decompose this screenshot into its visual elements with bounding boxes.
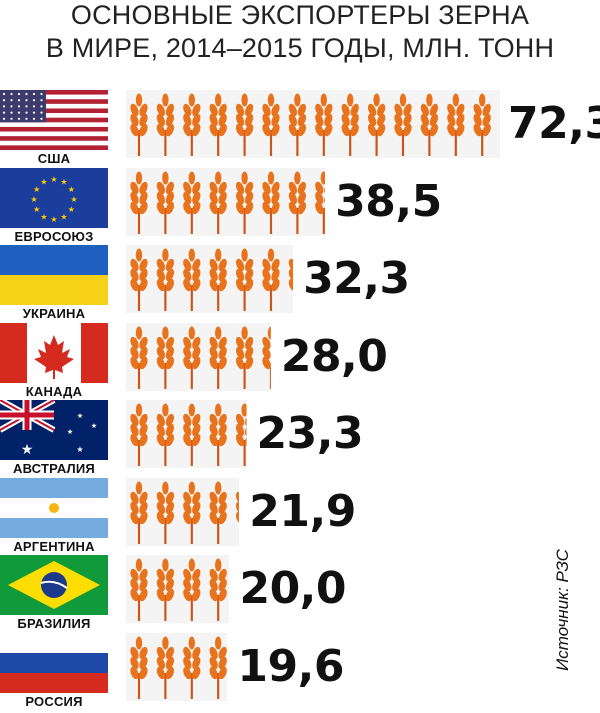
bar <box>126 245 294 313</box>
chart-title: ОСНОВНЫЕ ЭКСПОРТЕРЫ ЗЕРНА В МИРЕ, 2014–2… <box>0 0 600 65</box>
svg-text:★: ★ <box>33 205 40 214</box>
wheat-ear-icon <box>130 558 227 621</box>
svg-text:★: ★ <box>67 428 73 436</box>
flag-australia-icon: ★ ★ ★ ★ ★ <box>0 400 108 460</box>
svg-text:★: ★ <box>68 205 75 214</box>
bar <box>126 400 247 468</box>
wheat-ear-icon <box>130 636 227 699</box>
value-label: 72,3 <box>508 98 600 149</box>
svg-text:★: ★ <box>91 422 97 430</box>
svg-text:★: ★ <box>76 445 83 454</box>
svg-text:★: ★ <box>70 195 77 204</box>
value-label: 32,3 <box>303 253 410 304</box>
flag-brazil-icon <box>0 555 108 615</box>
svg-text:★: ★ <box>30 195 37 204</box>
svg-text:★: ★ <box>50 175 57 184</box>
bar <box>126 322 271 391</box>
value-label: 23,3 <box>256 408 364 459</box>
wheat-ear-icon <box>130 93 500 156</box>
category-label: КАНАДА <box>25 383 83 399</box>
wheat-ear-icon <box>130 403 247 466</box>
category-label: ЕВРОСОЮЗ <box>14 228 94 244</box>
svg-text:★: ★ <box>40 212 47 221</box>
bar <box>126 90 500 158</box>
value-label: 20,0 <box>239 563 347 614</box>
bar-row: БРАЗИЛИЯ 20,0 <box>0 555 600 635</box>
value-label: 28,0 <box>280 330 388 382</box>
bar-row: УКРАИНА 32,3 <box>0 245 600 325</box>
value-label: 19,6 <box>237 640 344 692</box>
bar <box>126 632 228 701</box>
svg-text:★: ★ <box>60 177 67 186</box>
flag-canada-icon <box>0 322 108 383</box>
wheat-ear-icon <box>130 326 271 389</box>
category-label: БРАЗИЛИЯ <box>17 616 91 631</box>
flag-argentina-icon <box>0 477 108 538</box>
source-note: Источник: РЗС <box>553 549 572 671</box>
svg-text:★: ★ <box>21 442 34 458</box>
bar-row: ★ ★ ★ ★ ★ АВСТРАЛИЯ 23,3 <box>0 400 600 480</box>
bar <box>126 555 230 623</box>
value-label: 38,5 <box>335 175 442 227</box>
flag-ukraine-icon <box>0 245 108 305</box>
wheat-ear-icon <box>130 481 240 544</box>
svg-text:★: ★ <box>40 177 47 186</box>
svg-text:★: ★ <box>33 185 40 194</box>
flag-usa-icon <box>0 90 108 150</box>
svg-text:★: ★ <box>50 215 57 224</box>
title-line-1: ОСНОВНЫЕ ЭКСПОРТЕРЫ ЗЕРНА <box>70 0 530 30</box>
flag-eu-icon: ★ ★ ★ ★ ★ ★ ★ ★ ★ ★ ★ ★ <box>0 167 108 228</box>
category-label: АВСТРАЛИЯ <box>13 461 95 476</box>
bar-row: ★ ★ ★ ★ ★ ★ ★ ★ ★ ★ ★ ★ ЕВРОСОЮЗ 38,5 <box>0 167 600 248</box>
title-line-2: В МИРЕ, 2014–2015 ГОДЫ, МЛН. ТОНН <box>45 33 555 63</box>
bar-row: РОССИЯ 19,6 <box>0 632 600 713</box>
bar <box>126 167 326 236</box>
bar-row: АРГЕНТИНА 21,9 <box>0 477 600 558</box>
value-label: 21,9 <box>249 485 356 537</box>
wheat-ear-icon <box>130 171 326 234</box>
svg-text:★: ★ <box>68 185 75 194</box>
wheat-ear-icon <box>130 248 294 311</box>
bar-row: США 72,3 <box>0 90 600 170</box>
category-label: США <box>37 151 71 166</box>
flag-russia-icon <box>0 632 108 693</box>
bar-row: КАНАДА 28,0 <box>0 322 600 403</box>
svg-text:★: ★ <box>60 212 67 221</box>
category-label: АРГЕНТИНА <box>13 538 95 554</box>
category-label: УКРАИНА <box>22 306 86 321</box>
bar <box>126 477 240 546</box>
svg-text:★: ★ <box>77 412 83 420</box>
category-label: РОССИЯ <box>25 693 83 709</box>
